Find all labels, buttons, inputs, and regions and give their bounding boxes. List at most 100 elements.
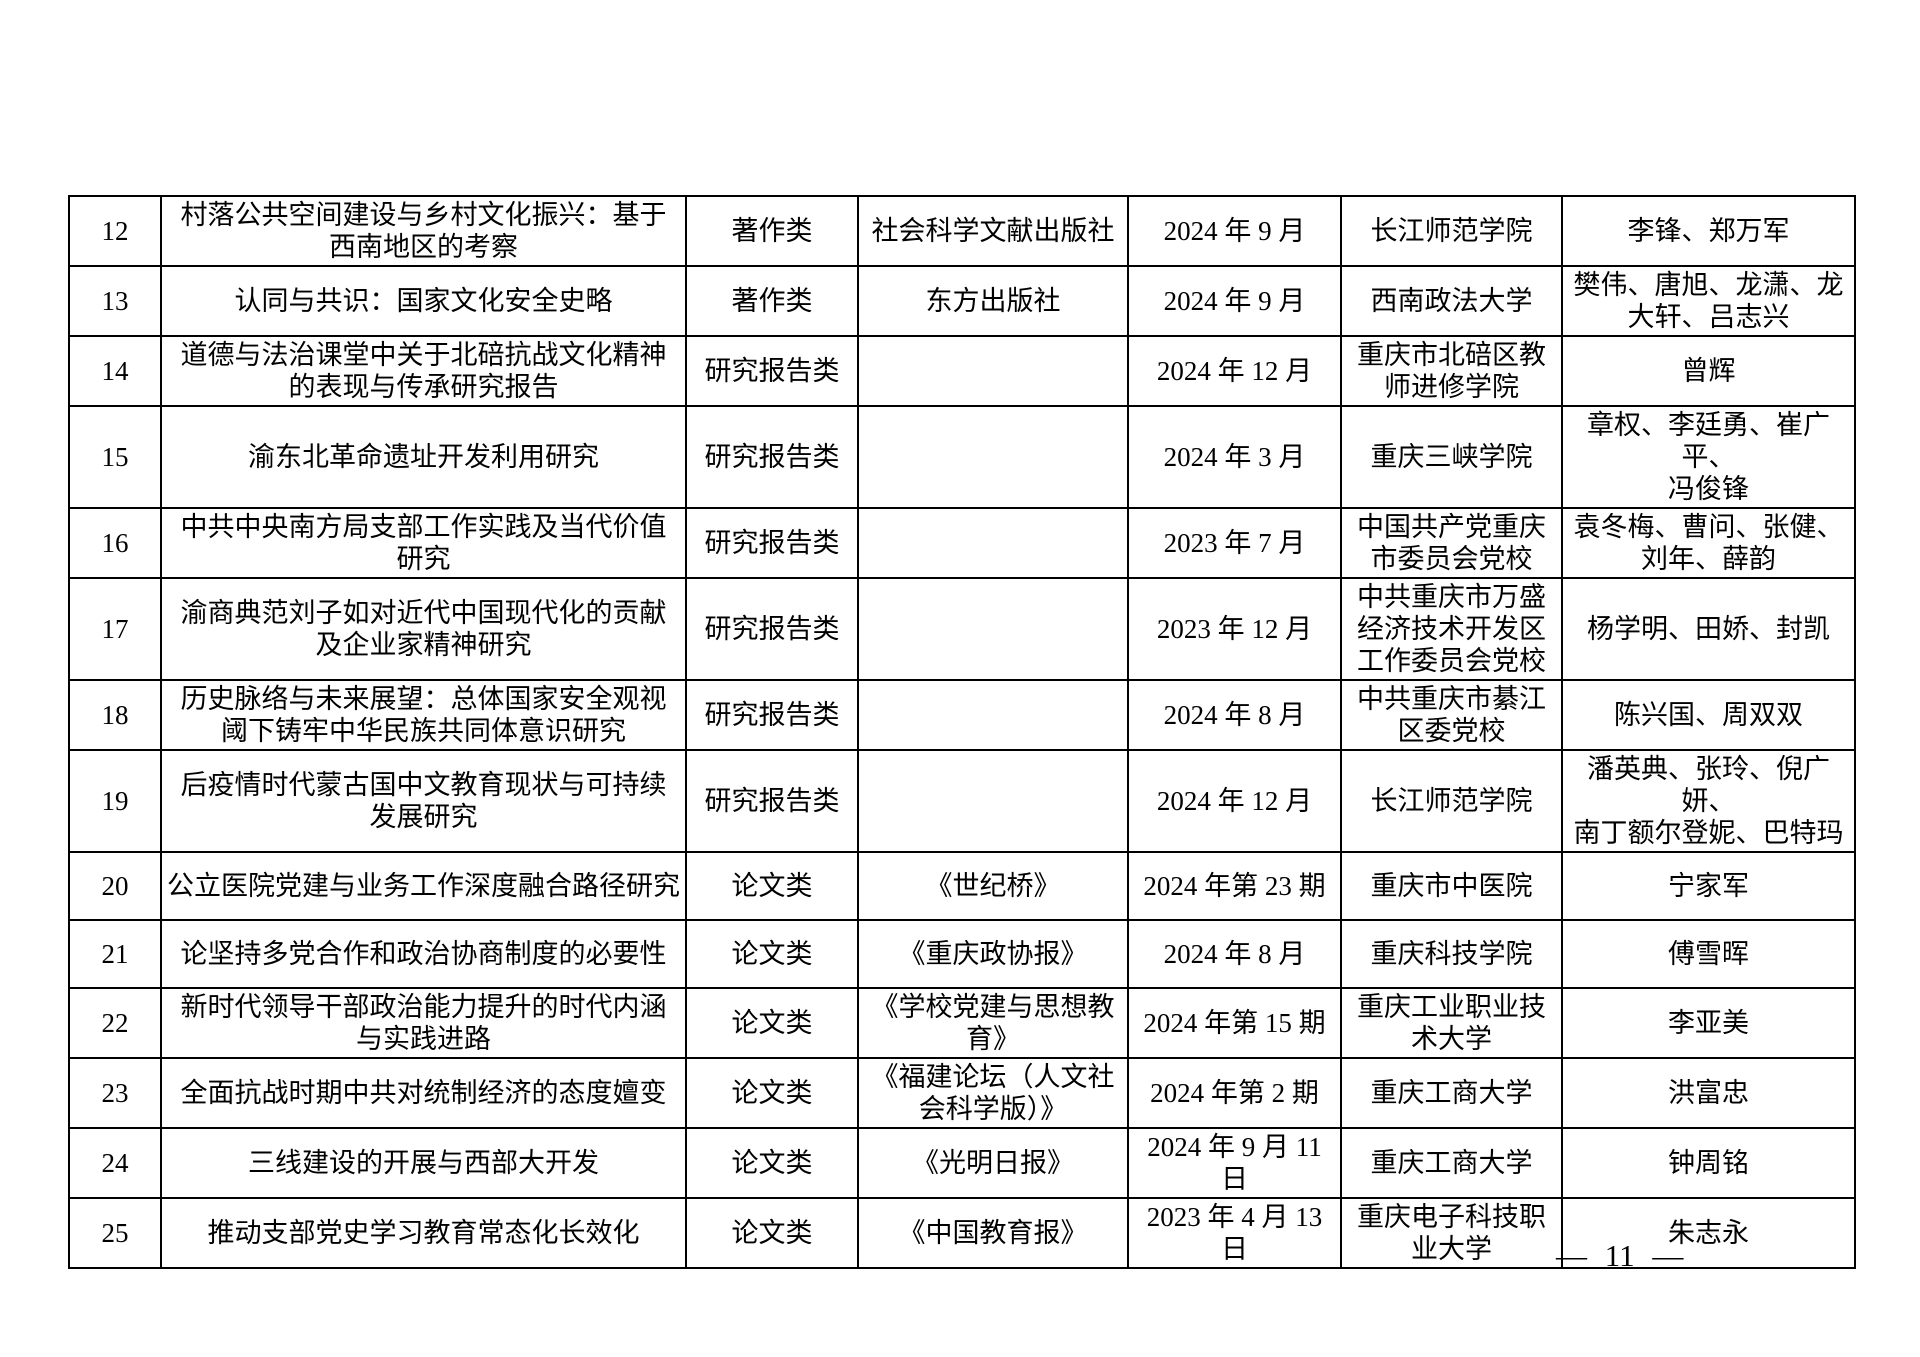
work-title: 认同与共识：国家文化安全史略	[160, 265, 687, 337]
table-row: 13 认同与共识：国家文化安全史略 著作类 东方出版社 2024 年 9 月 西…	[68, 265, 1856, 337]
work-title: 公立医院党建与业务工作深度融合路径研究	[160, 851, 687, 921]
publisher	[857, 749, 1129, 853]
table-row: 18 历史脉络与未来展望：总体国家安全观视 阈下铸牢中华民族共同体意识研究 研究…	[68, 679, 1856, 751]
authors: 潘英典、张玲、倪广妍、 南丁额尔登妮、巴特玛	[1561, 749, 1856, 853]
table-row: 20 公立医院党建与业务工作深度融合路径研究 论文类 《世纪桥》 2024 年第…	[68, 851, 1856, 921]
publisher: 《福建论坛（人文社 会科学版）》	[857, 1057, 1129, 1129]
authors: 陈兴国、周双双	[1561, 679, 1856, 751]
publisher	[857, 507, 1129, 579]
table-row: 12 村落公共空间建设与乡村文化振兴：基于 西南地区的考察 著作类 社会科学文献…	[68, 195, 1856, 267]
row-number: 17	[68, 577, 162, 681]
institution: 重庆电子科技职 业大学	[1340, 1197, 1563, 1269]
table-row: 15 渝东北革命遗址开发利用研究 研究报告类 2024 年 3 月 重庆三峡学院…	[68, 405, 1856, 509]
work-title: 全面抗战时期中共对统制经济的态度嬗变	[160, 1057, 687, 1129]
row-number: 25	[68, 1197, 162, 1269]
work-title: 新时代领导干部政治能力提升的时代内涵 与实践进路	[160, 987, 687, 1059]
publish-date: 2024 年第 2 期	[1127, 1057, 1342, 1129]
row-number: 16	[68, 507, 162, 579]
publisher	[857, 405, 1129, 509]
table-row: 16 中共中央南方局支部工作实践及当代价值 研究 研究报告类 2023 年 7 …	[68, 507, 1856, 579]
institution: 重庆市北碚区教 师进修学院	[1340, 335, 1563, 407]
publish-date: 2024 年 9 月	[1127, 195, 1342, 267]
publish-date: 2024 年第 15 期	[1127, 987, 1342, 1059]
publish-date: 2024 年 8 月	[1127, 919, 1342, 989]
table-row: 24 三线建设的开展与西部大开发 论文类 《光明日报》 2024 年 9 月 1…	[68, 1127, 1856, 1199]
work-type: 论文类	[685, 1127, 859, 1199]
publish-date: 2024 年 12 月	[1127, 335, 1342, 407]
publish-date: 2024 年 8 月	[1127, 679, 1342, 751]
authors: 宁家军	[1561, 851, 1856, 921]
publisher: 《重庆政协报》	[857, 919, 1129, 989]
authors: 杨学明、田娇、封凯	[1561, 577, 1856, 681]
institution: 重庆工商大学	[1340, 1057, 1563, 1129]
institution: 重庆工商大学	[1340, 1127, 1563, 1199]
row-number: 18	[68, 679, 162, 751]
publisher	[857, 679, 1129, 751]
table-row: 25 推动支部党史学习教育常态化长效化 论文类 《中国教育报》 2023 年 4…	[68, 1197, 1856, 1269]
authors: 钟周铭	[1561, 1127, 1856, 1199]
publisher	[857, 577, 1129, 681]
authors: 朱志永	[1561, 1197, 1856, 1269]
institution: 重庆市中医院	[1340, 851, 1563, 921]
publish-date: 2023 年 7 月	[1127, 507, 1342, 579]
institution: 重庆工业职业技 术大学	[1340, 987, 1563, 1059]
publisher: 《中国教育报》	[857, 1197, 1129, 1269]
row-number: 22	[68, 987, 162, 1059]
institution: 西南政法大学	[1340, 265, 1563, 337]
work-title: 历史脉络与未来展望：总体国家安全观视 阈下铸牢中华民族共同体意识研究	[160, 679, 687, 751]
table-row: 22 新时代领导干部政治能力提升的时代内涵 与实践进路 论文类 《学校党建与思想…	[68, 987, 1856, 1059]
work-type: 论文类	[685, 851, 859, 921]
publisher: 东方出版社	[857, 265, 1129, 337]
publisher	[857, 335, 1129, 407]
work-title: 村落公共空间建设与乡村文化振兴：基于 西南地区的考察	[160, 195, 687, 267]
institution: 中共重庆市綦江 区委党校	[1340, 679, 1563, 751]
work-type: 著作类	[685, 195, 859, 267]
publish-date: 2024 年 12 月	[1127, 749, 1342, 853]
work-title: 三线建设的开展与西部大开发	[160, 1127, 687, 1199]
authors: 李亚美	[1561, 987, 1856, 1059]
table-row: 17 渝商典范刘子如对近代中国现代化的贡献 及企业家精神研究 研究报告类 202…	[68, 577, 1856, 681]
table-row: 19 后疫情时代蒙古国中文教育现状与可持续 发展研究 研究报告类 2024 年 …	[68, 749, 1856, 853]
row-number: 15	[68, 405, 162, 509]
work-title: 论坚持多党合作和政治协商制度的必要性	[160, 919, 687, 989]
work-type: 研究报告类	[685, 577, 859, 681]
work-type: 研究报告类	[685, 335, 859, 407]
institution: 中共重庆市万盛 经济技术开发区 工作委员会党校	[1340, 577, 1563, 681]
authors: 李锋、郑万军	[1561, 195, 1856, 267]
publisher: 《学校党建与思想教 育》	[857, 987, 1129, 1059]
row-number: 14	[68, 335, 162, 407]
row-number: 20	[68, 851, 162, 921]
row-number: 12	[68, 195, 162, 267]
work-type: 著作类	[685, 265, 859, 337]
work-type: 论文类	[685, 987, 859, 1059]
table-body: 12 村落公共空间建设与乡村文化振兴：基于 西南地区的考察 著作类 社会科学文献…	[68, 195, 1856, 1269]
publisher: 《光明日报》	[857, 1127, 1129, 1199]
work-title: 中共中央南方局支部工作实践及当代价值 研究	[160, 507, 687, 579]
page-number: — 11 —	[1556, 1238, 1684, 1273]
work-title: 推动支部党史学习教育常态化长效化	[160, 1197, 687, 1269]
table-row: 23 全面抗战时期中共对统制经济的态度嬗变 论文类 《福建论坛（人文社 会科学版…	[68, 1057, 1856, 1129]
publish-date: 2024 年 3 月	[1127, 405, 1342, 509]
institution: 长江师范学院	[1340, 749, 1563, 853]
row-number: 21	[68, 919, 162, 989]
work-type: 论文类	[685, 919, 859, 989]
authors: 章权、李廷勇、崔广平、 冯俊锋	[1561, 405, 1856, 509]
work-type: 研究报告类	[685, 679, 859, 751]
publish-date: 2024 年第 23 期	[1127, 851, 1342, 921]
publish-date: 2024 年 9 月 11 日	[1127, 1127, 1342, 1199]
work-title: 后疫情时代蒙古国中文教育现状与可持续 发展研究	[160, 749, 687, 853]
row-number: 13	[68, 265, 162, 337]
work-title: 道德与法治课堂中关于北碚抗战文化精神 的表现与传承研究报告	[160, 335, 687, 407]
row-number: 24	[68, 1127, 162, 1199]
publish-date: 2024 年 9 月	[1127, 265, 1342, 337]
work-type: 论文类	[685, 1197, 859, 1269]
row-number: 23	[68, 1057, 162, 1129]
publisher: 社会科学文献出版社	[857, 195, 1129, 267]
publish-date: 2023 年 12 月	[1127, 577, 1342, 681]
work-type: 研究报告类	[685, 405, 859, 509]
institution: 长江师范学院	[1340, 195, 1563, 267]
institution: 重庆科技学院	[1340, 919, 1563, 989]
table-row: 21 论坚持多党合作和政治协商制度的必要性 论文类 《重庆政协报》 2024 年…	[68, 919, 1856, 989]
row-number: 19	[68, 749, 162, 853]
publisher: 《世纪桥》	[857, 851, 1129, 921]
